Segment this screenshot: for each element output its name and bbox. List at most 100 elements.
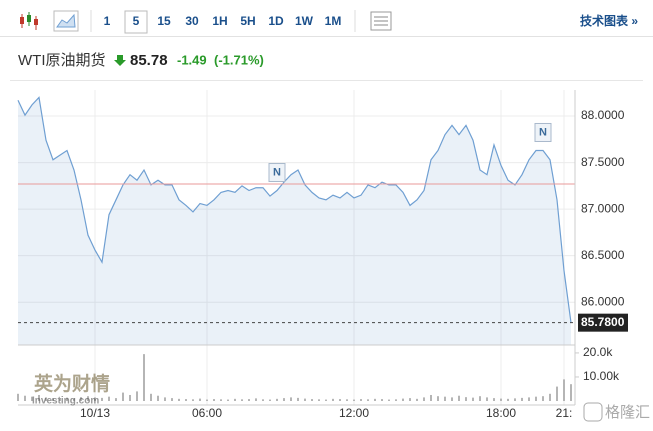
candle-icon[interactable] — [20, 12, 38, 30]
volume-bar — [59, 398, 61, 401]
volume-bar — [52, 398, 54, 401]
volume-bar — [381, 399, 383, 401]
volume-bar — [479, 396, 481, 401]
plot-area — [18, 90, 575, 405]
volume-bar — [283, 398, 285, 401]
volume-bar — [262, 399, 264, 401]
volume-bar — [255, 398, 257, 401]
volume-bar — [458, 395, 460, 401]
volume-bar — [290, 397, 292, 401]
volume-bar — [535, 396, 537, 401]
y-tick-label: 87.5000 — [581, 155, 625, 169]
volume-bar — [374, 398, 376, 401]
volume-bar — [192, 399, 194, 401]
interval-button[interactable]: 1 — [104, 14, 111, 28]
volume-bar — [451, 397, 453, 401]
change: -1.49 — [177, 52, 207, 67]
selected-interval — [124, 10, 148, 34]
volume-bar — [311, 399, 313, 401]
volume-bar — [332, 398, 334, 401]
y-tick-label: 86.5000 — [581, 248, 625, 262]
instrument-name: WTI原油期货 — [18, 52, 106, 69]
volume-bar — [556, 386, 558, 401]
volume-bar — [367, 399, 369, 401]
volume-bar — [409, 398, 411, 401]
area-fill — [18, 97, 571, 346]
volume-bar — [213, 399, 215, 401]
price-line — [17, 96, 572, 323]
watermark: Investing.com — [32, 396, 99, 407]
volume-bar — [227, 399, 229, 401]
volume-bar — [24, 395, 26, 401]
volume-bar — [101, 397, 103, 401]
volume-bar — [304, 398, 306, 401]
y2-tick-label: 20.0k — [583, 345, 613, 359]
volume-bar — [472, 397, 474, 401]
y2-tick-label: 10.00k — [583, 369, 620, 383]
volume-bar — [346, 399, 348, 401]
volume-bar — [353, 399, 355, 401]
volume-bar — [528, 397, 530, 401]
volume-bar — [430, 394, 432, 401]
volume-bar — [423, 397, 425, 401]
volume-bar — [136, 391, 138, 401]
interval-button[interactable]: 1W — [295, 14, 314, 28]
volume-bar — [45, 397, 47, 401]
volume-bar — [122, 392, 124, 401]
volume-bar — [500, 398, 502, 401]
tech-chart-link[interactable]: 技术图表 » — [580, 13, 638, 28]
volume-bar — [416, 398, 418, 401]
volume-bar — [486, 397, 488, 401]
volume-bar — [17, 393, 19, 401]
settings-icon[interactable] — [370, 11, 392, 31]
interval-button[interactable]: 30 — [185, 14, 199, 28]
interval-button[interactable]: 15 — [157, 14, 171, 28]
news-marker[interactable] — [534, 122, 552, 142]
volume-bar — [570, 384, 572, 401]
volume-bar — [395, 399, 397, 401]
volume-bar — [87, 396, 89, 401]
volume-bar — [465, 397, 467, 401]
volume-bar — [80, 397, 82, 401]
volume-bar — [115, 398, 117, 401]
volume-bar — [542, 396, 544, 401]
volume-bar — [206, 399, 208, 401]
y-tick-label: 88.0000 — [581, 108, 625, 122]
volume-bar — [94, 397, 96, 401]
volume-bar — [185, 399, 187, 401]
volume-bar — [297, 397, 299, 401]
volume-bar — [248, 399, 250, 401]
volume-bar — [514, 398, 516, 401]
volume-bar — [241, 399, 243, 401]
interval-buttons: 1 5 15 30 1H 5H 1D 1W 1M — [104, 10, 342, 34]
interval-button[interactable]: 5H — [240, 14, 255, 28]
watermark: 英为财情 — [34, 372, 110, 395]
interval-button[interactable]: 1H — [212, 14, 227, 28]
volume-bar — [276, 398, 278, 401]
news-marker-label: N — [273, 166, 281, 178]
volume-bar — [171, 398, 173, 401]
volume-bar — [318, 399, 320, 401]
volume-bar — [388, 399, 390, 401]
x-tick-label: 12:00 — [339, 406, 369, 420]
news-marker[interactable] — [268, 163, 286, 183]
volume-bar — [339, 399, 341, 401]
volume-bar — [150, 393, 152, 401]
interval-button[interactable]: 5 — [133, 14, 140, 28]
chart: 10/13 06:00 12:00 18:00 21: 86.0000 86.5000 87.… — [17, 90, 628, 420]
volume-bar — [493, 398, 495, 401]
volume-bar — [66, 397, 68, 401]
interval-button[interactable]: 1D — [268, 14, 284, 28]
volume-bar — [31, 396, 33, 401]
last-price-label: 85.7800 — [581, 315, 625, 329]
volume-bar — [437, 396, 439, 401]
volume-bar — [178, 398, 180, 401]
watermark: 格隆汇 — [605, 404, 650, 421]
volume-bar — [325, 399, 327, 401]
watermark-logo — [583, 402, 603, 422]
volume-bar — [234, 398, 236, 401]
area-icon[interactable] — [53, 10, 79, 32]
interval-button[interactable]: 1M — [325, 14, 342, 28]
volume-bar — [444, 396, 446, 401]
